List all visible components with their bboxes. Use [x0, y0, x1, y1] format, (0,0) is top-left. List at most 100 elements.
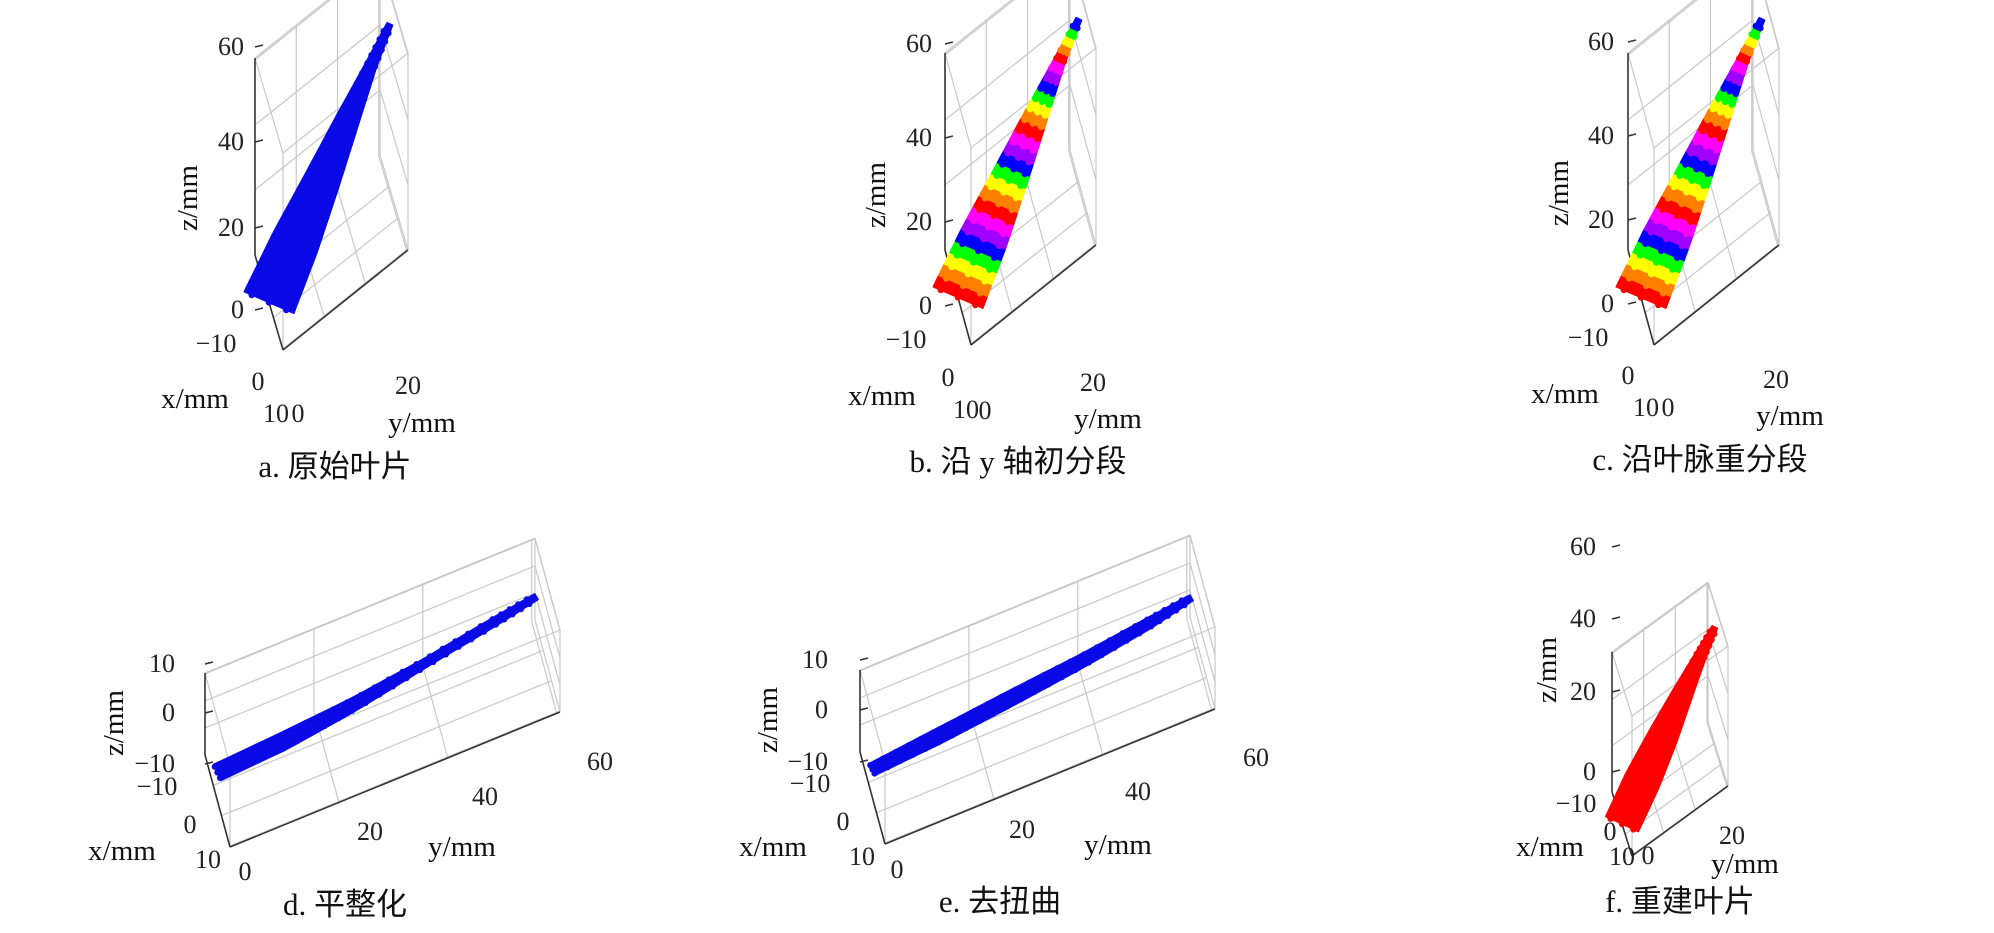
grid-line — [1709, 183, 1738, 280]
x-tick-label: 10 — [849, 842, 875, 871]
blade-point — [1645, 793, 1653, 800]
blade-point — [1056, 68, 1064, 76]
y-tick-label: 0 — [1662, 393, 1675, 422]
x-tick-label: 10 — [953, 395, 979, 424]
blade-point — [970, 217, 977, 225]
z-tick-label: 10 — [802, 645, 828, 674]
blade-point — [1664, 195, 1672, 202]
x-tick-label: −10 — [1568, 323, 1609, 352]
blade-point — [1698, 128, 1706, 135]
x-tick-label: 0 — [184, 810, 197, 839]
z-tick-label: 40 — [906, 123, 932, 152]
blade-point — [1634, 817, 1641, 825]
x-tick-label: −10 — [137, 772, 178, 801]
blade-point — [1743, 58, 1751, 65]
blade-point — [1692, 677, 1699, 684]
blade-point — [344, 140, 352, 147]
blade-point — [1702, 143, 1710, 150]
blade-point — [1637, 294, 1645, 301]
blade-point — [871, 770, 878, 777]
grid-line — [1653, 243, 1780, 345]
blade-point — [1653, 217, 1660, 225]
blade-point — [1641, 801, 1649, 808]
grid-line — [876, 677, 1207, 814]
grid-line — [213, 649, 544, 786]
blade-point — [321, 144, 328, 151]
blade-point — [1661, 729, 1668, 737]
blade-point — [1720, 85, 1727, 92]
blade-point — [1691, 206, 1699, 214]
blade-point — [1072, 666, 1079, 673]
y-tick-label: 0 — [239, 857, 252, 886]
blade-point — [1659, 206, 1666, 213]
blade-point — [1687, 218, 1694, 226]
z-axis-label: z/mm — [172, 165, 204, 231]
blade-point — [1649, 784, 1657, 792]
blade-point — [1008, 206, 1015, 214]
blade-point — [1123, 637, 1130, 644]
blade-point — [455, 643, 462, 650]
blade-point — [385, 30, 392, 37]
blade-point — [509, 611, 516, 618]
blade-point — [430, 658, 437, 665]
blade-point — [274, 733, 282, 741]
blade-point — [306, 205, 313, 213]
grid-line — [379, 89, 409, 186]
blade-point — [1029, 147, 1037, 154]
blade-point — [517, 605, 525, 613]
blade-point — [310, 166, 317, 173]
blade-point — [353, 80, 361, 87]
blade-point — [995, 200, 1002, 208]
y-axis-label: y/mm — [1711, 848, 1779, 880]
blade-point — [1010, 139, 1017, 146]
blade-point — [1681, 672, 1688, 679]
z-tick-mark — [1627, 39, 1637, 43]
blade-point — [301, 217, 308, 224]
blade-point — [287, 295, 295, 302]
blade-point — [332, 175, 340, 183]
blade-point — [1700, 654, 1708, 661]
blade-point — [264, 257, 272, 264]
blade-point — [1736, 79, 1743, 87]
blade-point — [291, 240, 298, 248]
z-tick-mark — [254, 139, 264, 143]
blade-point — [1708, 159, 1715, 166]
blade-point — [265, 745, 272, 752]
blade-point — [1015, 691, 1022, 698]
box-edge — [254, 57, 284, 154]
blade-point — [1715, 95, 1722, 103]
grid-line — [1707, 583, 1729, 648]
blade-point — [964, 229, 971, 236]
x-axis — [859, 751, 886, 845]
blade-point — [970, 259, 977, 266]
grid-line — [868, 646, 1199, 783]
blade-point — [1750, 41, 1757, 49]
blade-point — [1012, 194, 1020, 202]
blade-point — [1635, 757, 1642, 765]
blade-point — [348, 90, 355, 97]
panel-caption: f. 重建叶片 — [1605, 884, 1755, 919]
z-tick-label: 60 — [1570, 532, 1596, 561]
blade-point — [1716, 135, 1724, 142]
blade-point — [1658, 247, 1665, 254]
blade-point — [500, 616, 508, 623]
blade-point — [356, 106, 363, 113]
blade-point — [1043, 88, 1050, 95]
blade-point — [1021, 116, 1028, 124]
blade-point — [1620, 286, 1627, 294]
blade-point — [990, 710, 997, 717]
y-tick-label: 20 — [1009, 815, 1035, 844]
blade-point — [1683, 230, 1690, 238]
grid-line — [534, 538, 561, 631]
blade-point — [270, 287, 278, 294]
blade-point — [1626, 804, 1634, 811]
blade-point — [1021, 170, 1028, 178]
blade-point — [1042, 75, 1050, 82]
blade-point — [1757, 25, 1764, 32]
x-axis-label: x/mm — [161, 383, 229, 415]
y-tick-label: 0 — [292, 399, 305, 428]
blade-point — [287, 211, 294, 218]
blade-point — [1672, 705, 1679, 712]
y-tick-label: 0 — [891, 855, 904, 884]
blade-point — [1678, 200, 1685, 208]
